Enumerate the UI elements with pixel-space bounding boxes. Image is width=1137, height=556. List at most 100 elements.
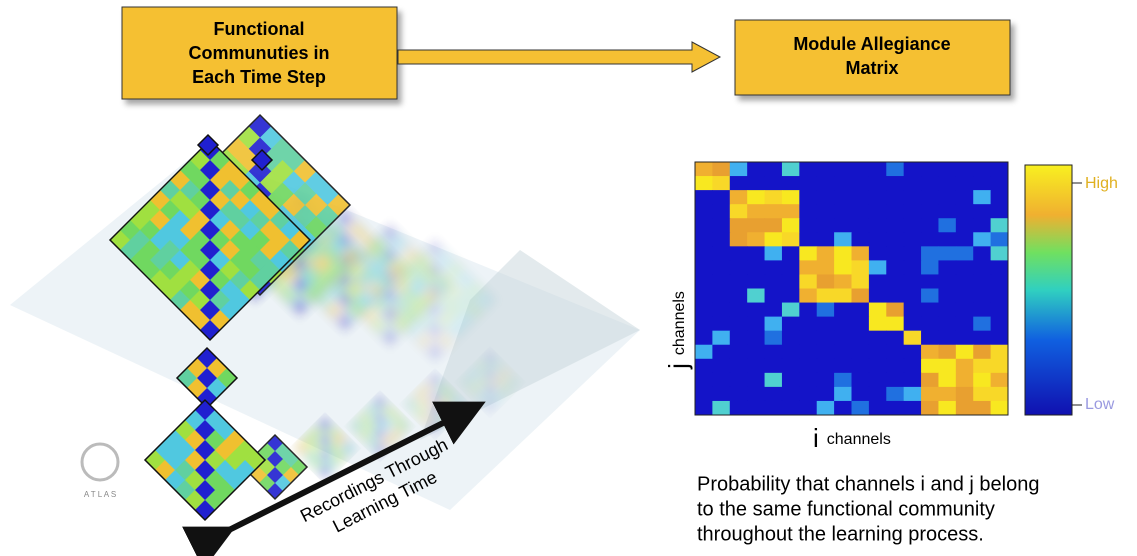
axis-word: channels bbox=[671, 291, 688, 355]
matrix-cell bbox=[782, 345, 800, 360]
matrix-cell bbox=[730, 401, 748, 416]
matrix-cell bbox=[782, 317, 800, 332]
matrix-cell bbox=[938, 317, 956, 332]
matrix-cell bbox=[869, 317, 887, 332]
matrix-cell bbox=[904, 176, 922, 191]
matrix-cell bbox=[973, 204, 991, 219]
matrix-cell bbox=[852, 387, 870, 402]
matrix-cell bbox=[834, 373, 852, 388]
matrix-cell bbox=[799, 345, 817, 360]
matrix-cell bbox=[938, 218, 956, 233]
matrix-cell bbox=[782, 204, 800, 219]
matrix-cell bbox=[747, 260, 765, 275]
matrix-cell bbox=[782, 260, 800, 275]
logo-mark bbox=[82, 444, 118, 480]
matrix-cell bbox=[695, 401, 713, 416]
matrix-cell bbox=[799, 260, 817, 275]
matrix-cell bbox=[956, 176, 974, 191]
matrix-cell bbox=[834, 232, 852, 247]
matrix-cell bbox=[765, 162, 783, 177]
matrix-cell bbox=[904, 246, 922, 261]
matrix-cell bbox=[973, 373, 991, 388]
caption: to the same functional community bbox=[697, 498, 995, 520]
matrix-cell bbox=[869, 190, 887, 205]
matrix-cell bbox=[869, 162, 887, 177]
matrix-cell bbox=[921, 246, 939, 261]
matrix-cell bbox=[852, 345, 870, 360]
matrix-cell bbox=[869, 359, 887, 374]
matrix-cell bbox=[765, 274, 783, 289]
matrix-cell bbox=[747, 359, 765, 374]
matrix-cell bbox=[886, 345, 904, 360]
matrix-cell bbox=[921, 190, 939, 205]
matrix-cell bbox=[695, 190, 713, 205]
matrix-cell bbox=[973, 345, 991, 360]
matrix-cell bbox=[973, 190, 991, 205]
matrix-cell bbox=[799, 289, 817, 304]
matrix-cell bbox=[817, 359, 835, 374]
matrix-cell bbox=[799, 331, 817, 346]
matrix-cell bbox=[712, 176, 730, 191]
matrix-cell bbox=[886, 204, 904, 219]
matrix-cell bbox=[799, 317, 817, 332]
matrix-cell bbox=[730, 162, 748, 177]
matrix-cell bbox=[712, 387, 730, 402]
matrix-cell bbox=[765, 176, 783, 191]
matrix-cell bbox=[973, 232, 991, 247]
matrix-cell bbox=[938, 176, 956, 191]
matrix-cell bbox=[712, 204, 730, 219]
matrix-cell bbox=[730, 232, 748, 247]
matrix-cell bbox=[712, 162, 730, 177]
matrix-cell bbox=[869, 218, 887, 233]
matrix-cell bbox=[834, 359, 852, 374]
matrix-cell bbox=[765, 303, 783, 318]
matrix-cell bbox=[921, 232, 939, 247]
matrix-cell bbox=[904, 359, 922, 374]
matrix-cell bbox=[973, 317, 991, 332]
matrix-cell bbox=[782, 303, 800, 318]
matrix-cell bbox=[886, 190, 904, 205]
matrix-cell bbox=[938, 331, 956, 346]
matrix-cell bbox=[695, 289, 713, 304]
matrix-cell bbox=[956, 232, 974, 247]
matrix-cell bbox=[886, 274, 904, 289]
axis-word: channels bbox=[827, 431, 891, 448]
matrix-cell bbox=[747, 345, 765, 360]
colorbar-label: Low bbox=[1085, 396, 1115, 413]
matrix-cell bbox=[973, 176, 991, 191]
matrix-cell bbox=[799, 190, 817, 205]
matrix-cell bbox=[991, 274, 1009, 289]
matrix-cell bbox=[765, 387, 783, 402]
matrix-cell bbox=[938, 401, 956, 416]
matrix-cell bbox=[765, 218, 783, 233]
matrix-cell bbox=[973, 218, 991, 233]
matrix-cell bbox=[991, 289, 1009, 304]
matrix-cell bbox=[938, 246, 956, 261]
matrix-cell bbox=[886, 359, 904, 374]
matrix-cell bbox=[817, 345, 835, 360]
matrix-cell bbox=[956, 204, 974, 219]
matrix-cell bbox=[834, 303, 852, 318]
matrix-cell bbox=[834, 204, 852, 219]
matrix-cell bbox=[938, 260, 956, 275]
matrix-cell bbox=[834, 190, 852, 205]
box-text: Each Time Step bbox=[192, 67, 326, 87]
matrix-cell bbox=[712, 331, 730, 346]
matrix-cell bbox=[799, 303, 817, 318]
matrix-cell bbox=[852, 204, 870, 219]
matrix-cell bbox=[991, 246, 1009, 261]
matrix-cell bbox=[991, 218, 1009, 233]
matrix-cell bbox=[852, 260, 870, 275]
matrix-cell bbox=[991, 359, 1009, 374]
matrix-cell bbox=[956, 345, 974, 360]
matrix-cell bbox=[747, 387, 765, 402]
matrix-cell bbox=[765, 373, 783, 388]
axis-label: jchannels bbox=[663, 291, 693, 370]
matrix-cell bbox=[765, 232, 783, 247]
matrix-cell bbox=[834, 260, 852, 275]
matrix-cell bbox=[956, 387, 974, 402]
matrix-cell bbox=[834, 345, 852, 360]
matrix-cell bbox=[782, 331, 800, 346]
matrix-cell bbox=[712, 303, 730, 318]
matrix-cell bbox=[886, 303, 904, 318]
